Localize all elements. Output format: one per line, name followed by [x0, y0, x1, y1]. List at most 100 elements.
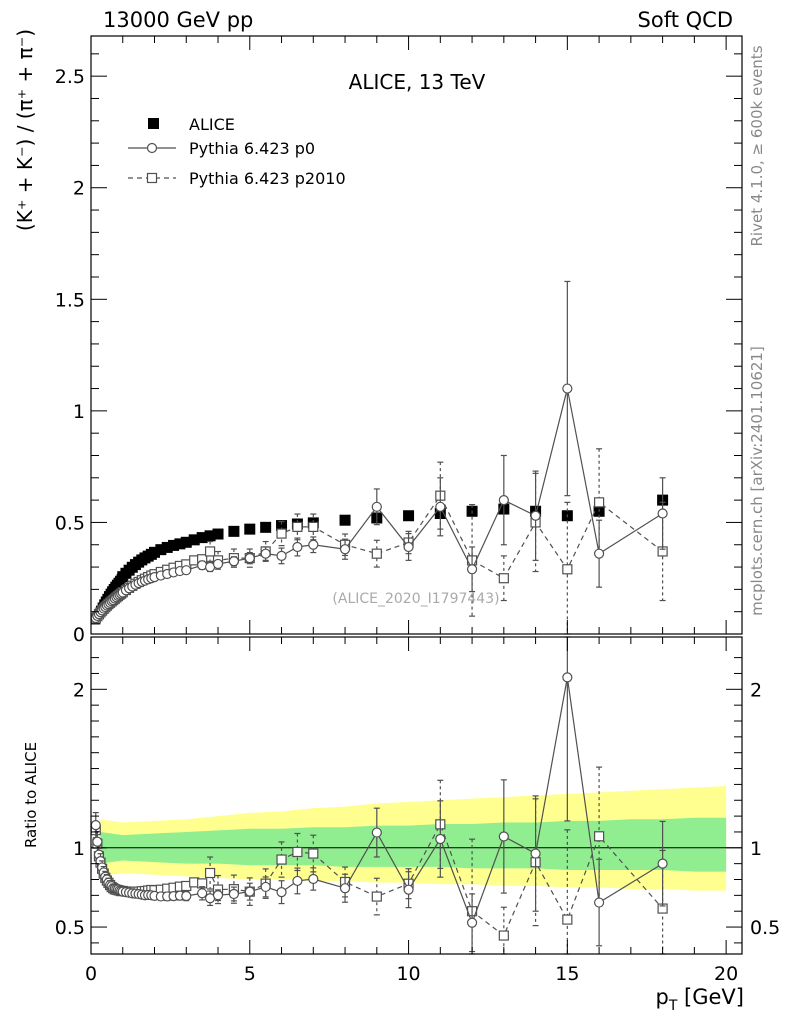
y-tick-label: 1	[73, 401, 85, 423]
x-axis-label-main: p	[655, 985, 668, 1009]
ratio-point-p0	[371, 827, 382, 838]
ratio-point-p0	[403, 884, 414, 895]
data-point-p2010	[308, 521, 319, 532]
data-point-p0	[657, 508, 668, 519]
x-tick-label: 10	[396, 963, 420, 985]
data-point-p0	[593, 548, 605, 559]
ratio-y-tick-label: 0.5	[55, 917, 85, 939]
rivet-label: Rivet 4.1.0, ≥ 600k events	[748, 45, 766, 246]
x-axis-label-unit: [GeV]	[677, 985, 744, 1009]
ratio-y-tick-label: 1	[73, 838, 85, 860]
ratio-point-p0	[292, 875, 303, 887]
ratio-point-p2010	[204, 867, 216, 879]
data-point-p2010	[498, 573, 509, 584]
legend-label-p2010: Pythia 6.423 p2010	[189, 169, 346, 188]
data-point-p0	[562, 383, 573, 394]
ratio-point-p0	[593, 897, 605, 908]
y-axis-label: (K⁺ + K⁻) / (π⁺ + π⁻)	[13, 29, 37, 231]
ratio-y-tick-label-right: 0.5	[750, 917, 780, 939]
data-point-p0	[435, 501, 446, 512]
analysis-id: (ALICE_2020_I1797443)	[332, 591, 499, 607]
legend-marker-alice	[148, 118, 159, 129]
ratio-point-p0	[92, 836, 103, 847]
data-point-p0	[371, 501, 382, 512]
data-point-p0	[228, 556, 240, 567]
ratio-point-p0	[260, 881, 271, 893]
data-point-alice	[161, 541, 173, 553]
ratio-point-p2010	[276, 854, 287, 865]
data-point-alice	[188, 534, 200, 546]
ratio-point-p0	[435, 833, 446, 845]
ratio-point-p0	[228, 888, 240, 900]
data-point-alice	[174, 538, 186, 550]
ratio-point-p0	[339, 883, 351, 894]
ratio-y-tick-label: 2	[73, 679, 85, 701]
data-point-alice	[204, 530, 216, 542]
legend-label-p0: Pythia 6.423 p0	[189, 139, 315, 158]
main-frame	[90, 35, 743, 635]
data-point-alice	[276, 520, 288, 532]
ratio-point-p0	[212, 890, 224, 901]
data-point-p0	[244, 553, 255, 564]
chart-title: ALICE, 13 TeV	[349, 70, 486, 94]
ratio-band	[91, 785, 742, 891]
header-right: Soft QCD	[638, 8, 733, 32]
ratio-marks	[90, 636, 668, 955]
data-point-p0	[181, 565, 192, 576]
legend-marker-p2010	[146, 172, 158, 184]
data-point-p0	[498, 495, 509, 506]
main-axes: 0 0.5 1 1.5 2 2.5	[55, 36, 742, 646]
data-point-p0	[466, 564, 478, 575]
ratio-point-p2010	[498, 930, 509, 941]
data-point-p2010	[371, 548, 382, 559]
x-tick-label: 5	[244, 963, 256, 985]
data-point-alice	[244, 523, 256, 535]
y-tick-label: 1.5	[55, 289, 85, 311]
data-point-alice	[196, 532, 208, 544]
ratio-point-p0	[308, 873, 319, 885]
ratio-frame	[90, 636, 743, 955]
data-point-p0	[292, 541, 303, 553]
data-point-alice	[228, 525, 240, 537]
y-tick-label: 2	[73, 178, 85, 200]
ratio-point-p2010	[292, 846, 303, 858]
y-tick-label: 2.5	[55, 66, 85, 88]
x-tick-label: 15	[555, 963, 579, 985]
ratio-point-p2010	[593, 831, 605, 842]
data-point-alice	[180, 536, 192, 548]
mcplots-label: mcplots.cern.ch [arXiv:2401.10621]	[748, 346, 766, 616]
x-axis-label: pT [GeV]	[655, 985, 744, 1014]
data-point-p2010	[593, 497, 605, 508]
data-point-p0	[308, 539, 319, 550]
ratio-point-p0	[276, 887, 287, 898]
data-point-alice	[149, 546, 161, 558]
ratio-point-p0	[197, 888, 208, 899]
ratio-y-tick-label-right: 1	[750, 838, 762, 860]
data-point-p2010	[292, 521, 303, 532]
ratio-y-axis-label: Ratio to ALICE	[22, 742, 40, 848]
data-point-alice	[403, 510, 415, 522]
data-point-p2010	[204, 546, 216, 557]
ratio-point-p2010	[308, 848, 319, 859]
data-point-p0	[403, 541, 414, 553]
x-tick-label: 0	[85, 963, 97, 985]
legend-marker-p0	[146, 142, 158, 154]
ratio-point-p0	[244, 886, 255, 897]
x-tick-label: 20	[714, 963, 738, 985]
ratio-band-inner	[100, 817, 727, 872]
ratio-point-p2010	[371, 891, 382, 902]
data-point-p2010	[562, 564, 573, 575]
ratio-point-p0	[181, 890, 192, 902]
ratio-point-p0	[530, 848, 541, 859]
legend: ALICE Pythia 6.423 p0 Pythia 6.423 p2010	[128, 115, 346, 188]
x-axis-label-sub: T	[668, 998, 678, 1014]
ratio-y-tick-label-right: 2	[750, 679, 762, 701]
ratio-axes: 0 5 10 15 20 0.5 0.5 1 1 2 2	[55, 637, 780, 985]
data-point-alice	[339, 514, 351, 526]
data-point-p0	[530, 510, 541, 521]
data-point-alice	[168, 539, 180, 551]
data-point-p0	[212, 558, 224, 570]
data-point-alice	[260, 521, 272, 533]
y-tick-label: 0.5	[55, 512, 85, 534]
